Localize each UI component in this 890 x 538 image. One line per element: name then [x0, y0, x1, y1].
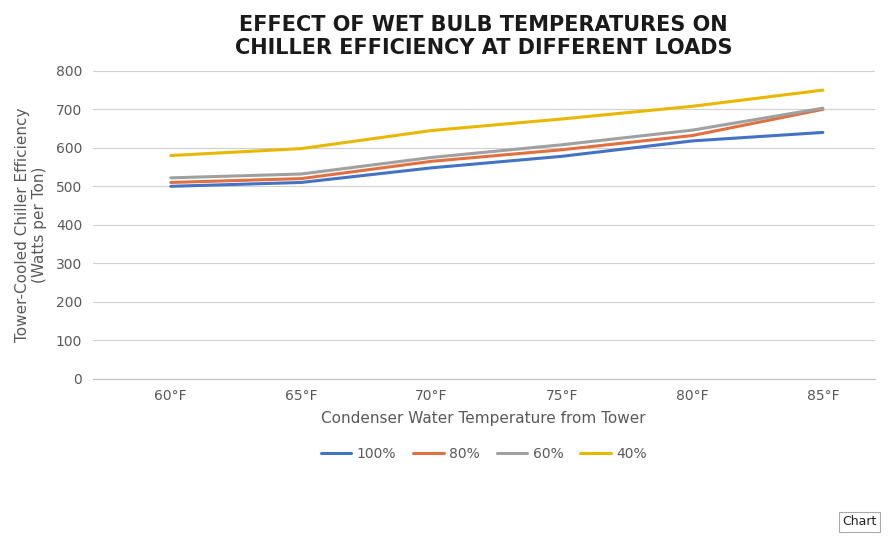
40%	[818, 87, 829, 93]
60%	[556, 141, 567, 148]
Y-axis label: Tower-Cooled Chiller Efficiency
(Watts per Ton): Tower-Cooled Chiller Efficiency (Watts p…	[15, 108, 47, 342]
Line: 100%: 100%	[171, 132, 823, 186]
Legend: 100%, 80%, 60%, 40%: 100%, 80%, 60%, 40%	[315, 441, 652, 466]
Line: 60%: 60%	[171, 108, 823, 178]
60%	[687, 127, 698, 133]
Line: 40%: 40%	[171, 90, 823, 155]
X-axis label: Condenser Water Temperature from Tower: Condenser Water Temperature from Tower	[321, 412, 646, 427]
80%	[426, 158, 437, 165]
100%	[295, 179, 306, 186]
80%	[166, 179, 176, 186]
40%	[687, 103, 698, 110]
100%	[818, 129, 829, 136]
80%	[295, 175, 306, 182]
60%	[426, 154, 437, 161]
Line: 80%: 80%	[171, 109, 823, 182]
60%	[295, 171, 306, 177]
40%	[166, 152, 176, 159]
80%	[687, 132, 698, 139]
100%	[426, 165, 437, 171]
40%	[556, 116, 567, 122]
60%	[166, 175, 176, 181]
100%	[556, 153, 567, 160]
80%	[556, 146, 567, 153]
40%	[295, 145, 306, 152]
60%	[818, 105, 829, 111]
Title: EFFECT OF WET BULB TEMPERATURES ON
CHILLER EFFICIENCY AT DIFFERENT LOADS: EFFECT OF WET BULB TEMPERATURES ON CHILL…	[235, 15, 732, 58]
Text: Chart: Chart	[842, 515, 877, 528]
80%	[818, 106, 829, 112]
100%	[166, 183, 176, 189]
40%	[426, 128, 437, 134]
100%	[687, 138, 698, 144]
